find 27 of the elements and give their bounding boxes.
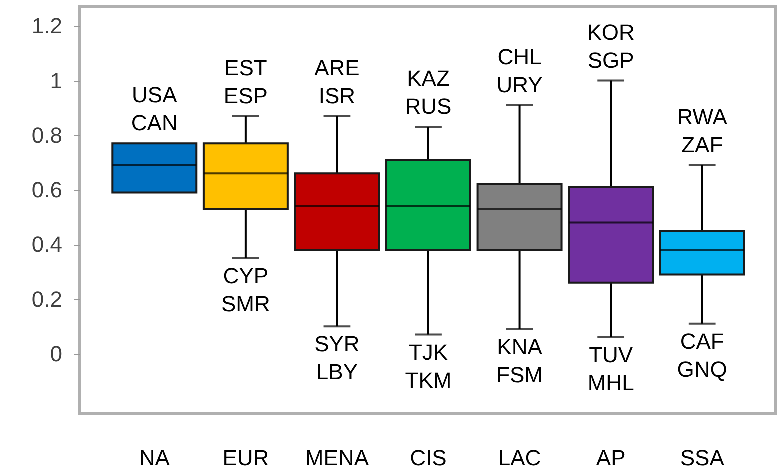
annotation: KNA FSM: [496, 334, 544, 388]
annotation: ARE ISR: [314, 55, 360, 108]
y-tick-label: 0.2: [32, 286, 62, 312]
annotation: EST ESP: [224, 55, 268, 108]
x-tick-label: CIS: [410, 446, 447, 468]
y-tick-label: 0: [50, 341, 62, 366]
y-tick-label: 0.6: [32, 178, 62, 203]
x-tick-label: NA: [139, 446, 170, 468]
x-tick-label: EUR: [222, 446, 270, 468]
annotation: RWA ZAF: [677, 104, 728, 158]
annotation: CAF GNQ: [677, 328, 728, 382]
y-tick-label: 1: [50, 68, 62, 94]
y-tick-label: 1.2: [32, 14, 62, 39]
x-tick-label: LAC: [498, 446, 542, 468]
y-tick-label: 0.4: [32, 232, 62, 258]
annotation: KOR SGP: [587, 20, 635, 73]
annotation: TJK TKM: [405, 340, 452, 393]
annotation: USA CAN: [131, 82, 178, 136]
y-tick-label: 0.8: [32, 122, 62, 148]
x-tick-label: AP: [596, 446, 626, 468]
x-tick-label: MENA: [305, 446, 370, 468]
annotation: CYP SMR: [221, 263, 270, 316]
annotation: CHL URY: [496, 44, 544, 98]
annotation: TUV MHL: [588, 342, 634, 396]
annotation: SYR LBY: [314, 332, 360, 385]
x-tick-label: SSA: [680, 446, 725, 468]
annotation: KAZ RUS: [405, 66, 452, 120]
